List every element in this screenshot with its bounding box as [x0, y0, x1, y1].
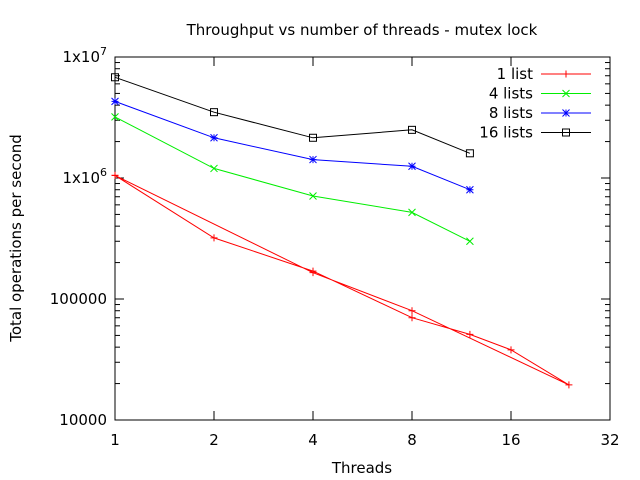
- series-layer: [111, 73, 573, 389]
- x-tick-label: 8: [407, 431, 417, 449]
- data-point: [466, 330, 474, 338]
- data-point: [210, 108, 218, 117]
- data-point: [309, 133, 317, 142]
- y-tick-label-exponent: 6: [100, 166, 107, 179]
- series-line: [114, 100, 471, 191]
- y-tick-label-base: 1x10: [62, 169, 100, 187]
- data-point: [565, 381, 573, 389]
- data-point: [111, 113, 119, 121]
- series-8-lists: [111, 97, 474, 194]
- data-point: [466, 237, 474, 246]
- x-tick-label: 32: [600, 431, 619, 449]
- y-tick-label: 10000: [59, 411, 107, 429]
- data-point: [210, 133, 218, 142]
- x-tick-label: 4: [308, 431, 318, 449]
- data-point: [309, 192, 317, 200]
- legend-label: 1 list: [497, 65, 533, 83]
- y-tick-label: 1x106: [62, 166, 107, 187]
- series-line: [114, 76, 471, 154]
- y-tick-label-base: 100000: [50, 290, 107, 308]
- x-tick-label: 2: [209, 431, 219, 449]
- legend-marker: [562, 109, 570, 117]
- legend-label: 16 lists: [479, 124, 533, 142]
- series-line: [114, 116, 471, 242]
- legend-label: 8 lists: [489, 104, 533, 122]
- data-point: [210, 234, 218, 242]
- legend-label: 4 lists: [489, 85, 533, 103]
- data-point: [466, 185, 474, 194]
- data-point: [408, 125, 416, 134]
- data-point: [408, 314, 416, 322]
- x-tick-label: 16: [501, 431, 520, 449]
- data-point: [111, 97, 119, 106]
- data-point: [408, 307, 416, 315]
- legend-marker: [562, 70, 570, 78]
- data-point: [111, 171, 119, 179]
- y-tick-label: 100000: [50, 290, 107, 308]
- data-point: [111, 73, 119, 82]
- y-axis-title: Total operations per second: [7, 134, 25, 343]
- data-point: [309, 155, 317, 164]
- legend-marker: [562, 89, 570, 98]
- x-tick-label: 1: [110, 431, 120, 449]
- chart-title: Throughput vs number of threads - mutex …: [186, 21, 538, 39]
- series-1-list: [111, 171, 573, 389]
- data-point: [465, 149, 474, 158]
- y-tick-label-exponent: 7: [100, 45, 107, 58]
- data-point: [309, 269, 317, 277]
- series-4-lists: [111, 113, 474, 246]
- y-tick-label: 1x107: [62, 45, 107, 66]
- x-axis-title: Threads: [331, 459, 392, 477]
- legend-marker: [562, 128, 570, 137]
- y-tick-label-base: 10000: [59, 411, 107, 429]
- y-tick-label-base: 1x10: [62, 48, 100, 66]
- data-point: [408, 162, 416, 171]
- plot-frame: [114, 56, 611, 421]
- data-point: [507, 346, 515, 354]
- series-16-lists: [111, 73, 474, 158]
- data-point: [210, 164, 218, 173]
- data-point: [408, 208, 416, 217]
- series-line: [114, 174, 570, 386]
